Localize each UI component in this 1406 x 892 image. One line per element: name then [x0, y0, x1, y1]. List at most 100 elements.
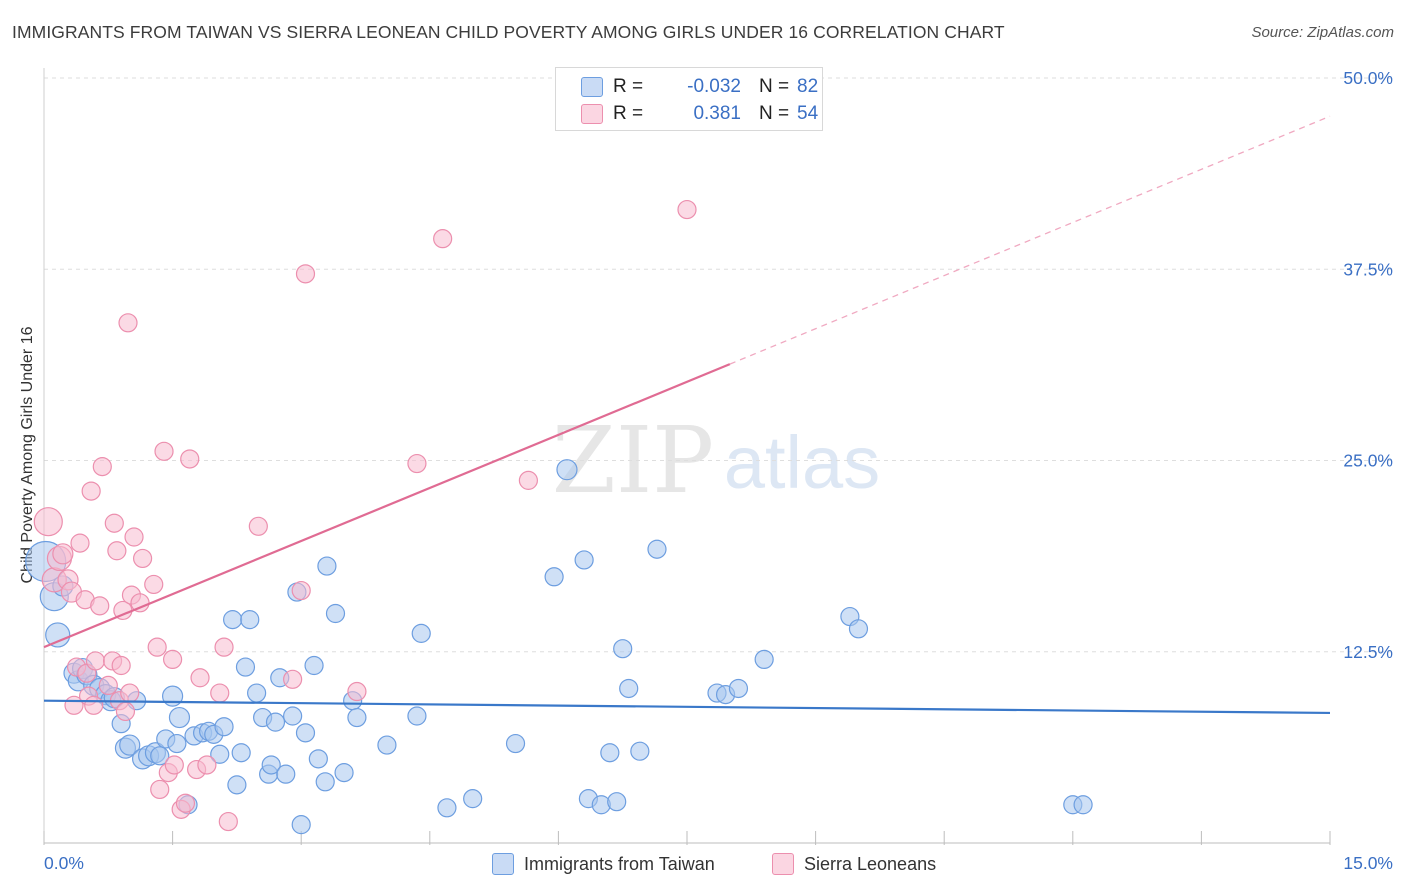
sierra-point [150, 779, 170, 800]
sierra-point [163, 649, 183, 670]
taiwan-point [754, 649, 774, 670]
sierra-point [107, 541, 127, 561]
taiwan-point [119, 734, 141, 756]
sierra-point [115, 701, 136, 722]
taiwan-point [283, 706, 303, 726]
taiwan-point [505, 733, 526, 754]
taiwan-point [168, 706, 191, 729]
data-points [25, 199, 1093, 835]
taiwan-point [556, 459, 578, 481]
sierra-point [283, 669, 303, 689]
sierra-point [248, 516, 268, 536]
x-tick-label: 0.0% [44, 853, 84, 873]
series-label-sierra: Sierra Leoneans [804, 854, 937, 874]
legend-r-value: 0.381 [693, 103, 741, 124]
sierra-point [90, 596, 110, 616]
taiwan-point [437, 798, 457, 818]
sierra-point [84, 695, 104, 715]
series-swatch-sierra [772, 853, 794, 875]
legend-n-value: 54 [797, 103, 819, 124]
sierra-point [92, 457, 112, 477]
sierra-point [98, 675, 118, 696]
taiwan-point [162, 685, 184, 707]
y-tick-label: 50.0% [1343, 68, 1393, 88]
taiwan-point [607, 792, 627, 812]
sierra-point [218, 811, 238, 832]
legend-r-value: -0.032 [687, 76, 741, 97]
taiwan-point [630, 741, 650, 761]
taiwan-point [240, 610, 260, 630]
taiwan-point [210, 744, 230, 764]
sierra-point [52, 543, 74, 565]
taiwan-point [315, 772, 335, 792]
y-tick-label: 12.5% [1343, 642, 1393, 662]
sierra-trend-extension [729, 115, 1331, 365]
taiwan-point [848, 619, 869, 639]
sierra-point [433, 229, 453, 249]
taiwan-point [591, 795, 611, 815]
taiwan-point [317, 556, 337, 576]
taiwan-point [276, 764, 296, 784]
x-tick-label: 15.0% [1343, 853, 1393, 873]
taiwan-point [600, 743, 620, 763]
legend-r-label: R = [613, 103, 644, 124]
sierra-point [164, 755, 184, 775]
tick-labels: 12.5% 25.0% 37.5% 50.0% 0.0% 15.0% [44, 68, 1393, 873]
taiwan-point [377, 735, 397, 755]
taiwan-point [231, 743, 251, 763]
taiwan-point [223, 610, 243, 630]
sierra-point [118, 313, 138, 333]
sierra-point [190, 668, 210, 688]
sierra-point [104, 513, 124, 533]
legend-swatch-taiwan [581, 77, 603, 97]
taiwan-point [647, 539, 667, 559]
sierra-point [407, 453, 427, 474]
series-swatch-taiwan [492, 853, 514, 875]
taiwan-point [619, 678, 639, 699]
sierra-point [291, 580, 311, 601]
axes [43, 68, 1331, 845]
watermark-atlas: atlas [724, 421, 880, 504]
taiwan-point [728, 678, 749, 699]
sierra-point [154, 441, 174, 461]
taiwan-point [227, 775, 247, 795]
watermark-zip: ZIP [552, 407, 714, 514]
y-tick-label: 37.5% [1343, 259, 1393, 279]
sierra-point [124, 527, 144, 547]
taiwan-point [45, 622, 71, 648]
sierra-point [677, 199, 697, 220]
legend-n-value: 82 [797, 76, 819, 97]
taiwan-point [308, 749, 328, 769]
sierra-point [175, 793, 196, 813]
taiwan-point [247, 683, 267, 703]
sierra-point [70, 533, 90, 553]
sierra-point [120, 683, 140, 703]
taiwan-point [304, 655, 324, 676]
sierra-point [180, 449, 200, 469]
series-legend: Immigrants from Taiwan Sierra Leoneans [0, 852, 1406, 878]
taiwan-point [325, 603, 346, 624]
sierra-point [197, 755, 217, 775]
grid-lines [44, 77, 1392, 653]
taiwan-trend-line [43, 699, 1331, 715]
sierra-point [147, 637, 167, 657]
sierra-trend-line [43, 363, 731, 649]
taiwan-point [574, 550, 594, 570]
sierra-point [85, 651, 106, 671]
taiwan-point [613, 639, 633, 659]
sierra-point [33, 507, 63, 537]
source-label: Source: ZipAtlas.com [1251, 24, 1394, 41]
taiwan-point [265, 712, 286, 732]
taiwan-point [295, 723, 316, 743]
sierra-point [347, 681, 367, 702]
series-label-taiwan: Immigrants from Taiwan [524, 854, 715, 874]
taiwan-point [150, 746, 170, 766]
legend-swatch-sierra [581, 104, 603, 124]
sierra-point [111, 655, 131, 676]
trend-lines [43, 115, 1331, 715]
taiwan-point [214, 717, 234, 737]
sierra-point [295, 264, 316, 284]
taiwan-point [167, 733, 187, 754]
y-tick-label: 25.0% [1343, 451, 1393, 471]
